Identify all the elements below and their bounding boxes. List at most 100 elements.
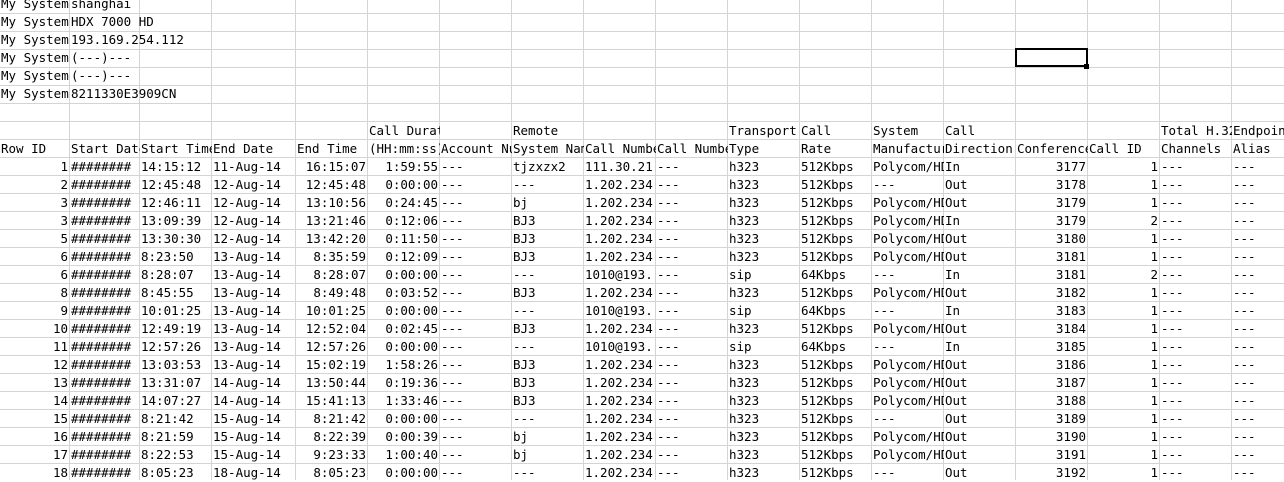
table-cell[interactable]: --- bbox=[441, 195, 464, 210]
table-cell[interactable]: --- bbox=[1233, 285, 1256, 300]
table-cell[interactable]: 3188 bbox=[1055, 393, 1086, 408]
table-cell[interactable]: 1 bbox=[1150, 339, 1158, 354]
table-cell[interactable]: 8:35:59 bbox=[313, 249, 366, 264]
table-cell[interactable]: 3185 bbox=[1055, 339, 1086, 354]
table-cell[interactable]: Polycom/HDX bbox=[873, 249, 944, 264]
table-cell[interactable]: ######## bbox=[71, 249, 132, 264]
table-cell[interactable]: 12-Aug-14 bbox=[213, 195, 281, 210]
table-cell[interactable]: ######## bbox=[71, 393, 132, 408]
table-cell[interactable]: 1.202.234 bbox=[585, 213, 653, 228]
table-cell[interactable]: 3191 bbox=[1055, 447, 1086, 462]
table-cell[interactable]: --- bbox=[1233, 177, 1256, 192]
table-cell[interactable]: 1 bbox=[1150, 231, 1158, 246]
table-cell[interactable]: 1 bbox=[1150, 393, 1158, 408]
table-cell[interactable]: 13-Aug-14 bbox=[213, 357, 281, 372]
table-cell[interactable]: 1 bbox=[1150, 411, 1158, 426]
table-cell[interactable]: h323 bbox=[729, 177, 760, 192]
table-cell[interactable]: 64Kbps bbox=[801, 267, 847, 282]
table-cell[interactable]: 0:00:00 bbox=[385, 177, 438, 192]
info-value-cell[interactable]: (---)--- bbox=[71, 50, 132, 65]
table-cell[interactable]: --- bbox=[441, 231, 464, 246]
table-cell[interactable]: 14-Aug-14 bbox=[213, 393, 281, 408]
table-cell[interactable]: --- bbox=[657, 285, 680, 300]
table-cell[interactable]: 64Kbps bbox=[801, 339, 847, 354]
column-header-cell[interactable]: Remote bbox=[513, 123, 559, 138]
table-cell[interactable]: 18-Aug-14 bbox=[213, 465, 281, 480]
table-cell[interactable]: --- bbox=[513, 465, 536, 480]
info-value-cell[interactable]: HDX 7000 HD bbox=[71, 14, 154, 29]
table-cell[interactable]: 1010@193. bbox=[585, 339, 653, 354]
table-cell[interactable]: 13-Aug-14 bbox=[213, 321, 281, 336]
table-cell[interactable]: ######## bbox=[71, 303, 132, 318]
table-cell[interactable]: --- bbox=[513, 339, 536, 354]
table-cell[interactable]: 0:12:06 bbox=[385, 213, 438, 228]
table-cell[interactable]: 14:15:12 bbox=[141, 159, 202, 174]
table-cell[interactable]: --- bbox=[1233, 411, 1256, 426]
table-cell[interactable]: ######## bbox=[71, 429, 132, 444]
table-cell[interactable]: 12:45:48 bbox=[141, 177, 202, 192]
info-label-cell[interactable]: My System bbox=[1, 14, 69, 29]
table-cell[interactable]: Polycom/HDX bbox=[873, 393, 944, 408]
table-cell[interactable]: 0:12:09 bbox=[385, 249, 438, 264]
column-header-cell[interactable]: System bbox=[873, 123, 919, 138]
info-label-cell[interactable]: My System bbox=[1, 32, 69, 47]
table-cell[interactable]: h323 bbox=[729, 393, 760, 408]
table-cell[interactable]: --- bbox=[1161, 213, 1184, 228]
column-header-cell[interactable]: (HH:mm:ss) bbox=[369, 141, 440, 156]
selected-cell-outline[interactable] bbox=[1015, 48, 1088, 67]
table-cell[interactable]: 512Kbps bbox=[801, 429, 854, 444]
info-value-cell[interactable]: 193.169.254.112 bbox=[71, 32, 184, 47]
table-cell[interactable]: 64Kbps bbox=[801, 303, 847, 318]
table-cell[interactable]: 8:05:23 bbox=[141, 465, 194, 480]
table-cell[interactable]: ######## bbox=[71, 447, 132, 462]
table-cell[interactable]: 13-Aug-14 bbox=[213, 339, 281, 354]
table-cell[interactable]: --- bbox=[441, 303, 464, 318]
table-cell[interactable]: 8:22:53 bbox=[141, 447, 194, 462]
column-header-cell[interactable]: Call Duration bbox=[369, 123, 440, 138]
table-cell[interactable]: 3189 bbox=[1055, 411, 1086, 426]
table-cell[interactable]: h323 bbox=[729, 447, 760, 462]
table-cell[interactable]: sip bbox=[729, 339, 752, 354]
table-cell[interactable]: --- bbox=[657, 393, 680, 408]
column-header-cell[interactable]: Direction bbox=[945, 141, 1013, 156]
table-cell[interactable]: 1.202.234 bbox=[585, 357, 653, 372]
table-cell[interactable]: bj bbox=[513, 429, 529, 444]
table-cell[interactable]: 15:02:19 bbox=[305, 357, 366, 372]
table-cell[interactable]: BJ3 bbox=[513, 249, 536, 264]
table-cell[interactable]: 12:49:19 bbox=[141, 321, 202, 336]
table-cell[interactable]: h323 bbox=[729, 195, 760, 210]
column-header-cell[interactable]: Alias bbox=[1233, 141, 1271, 156]
table-cell[interactable]: 1 bbox=[1150, 249, 1158, 264]
table-cell[interactable]: --- bbox=[657, 357, 680, 372]
table-cell[interactable]: Out bbox=[945, 231, 968, 246]
table-cell[interactable]: 6 bbox=[60, 267, 68, 282]
column-header-cell[interactable]: Call bbox=[801, 123, 832, 138]
table-cell[interactable]: Polycom/HDX bbox=[873, 429, 944, 444]
table-cell[interactable]: Polycom/HDX bbox=[873, 447, 944, 462]
table-cell[interactable]: --- bbox=[657, 447, 680, 462]
table-cell[interactable]: 13:30:30 bbox=[141, 231, 202, 246]
column-header-cell[interactable]: Account Number bbox=[441, 141, 512, 156]
table-cell[interactable]: --- bbox=[657, 195, 680, 210]
table-cell[interactable]: Polycom/HDX bbox=[873, 357, 944, 372]
table-cell[interactable]: 1.202.234 bbox=[585, 177, 653, 192]
column-header-cell[interactable]: Channels bbox=[1161, 141, 1222, 156]
info-value-cell[interactable]: (---)--- bbox=[71, 68, 132, 83]
table-cell[interactable]: ######## bbox=[71, 285, 132, 300]
column-header-cell[interactable]: Call Number bbox=[585, 141, 656, 156]
table-cell[interactable]: --- bbox=[441, 159, 464, 174]
table-cell[interactable]: --- bbox=[513, 177, 536, 192]
table-cell[interactable]: 8:21:59 bbox=[141, 429, 194, 444]
table-cell[interactable]: --- bbox=[657, 303, 680, 318]
table-cell[interactable]: 1.202.234 bbox=[585, 465, 653, 480]
table-cell[interactable]: --- bbox=[657, 249, 680, 264]
table-cell[interactable]: 13:03:53 bbox=[141, 357, 202, 372]
column-header-cell[interactable]: Rate bbox=[801, 141, 832, 156]
table-cell[interactable]: 11-Aug-14 bbox=[213, 159, 281, 174]
table-cell[interactable]: Out bbox=[945, 357, 968, 372]
table-cell[interactable]: 8:49:48 bbox=[313, 285, 366, 300]
table-cell[interactable]: 9 bbox=[60, 303, 68, 318]
table-cell[interactable]: --- bbox=[1161, 321, 1184, 336]
table-cell[interactable]: h323 bbox=[729, 159, 760, 174]
